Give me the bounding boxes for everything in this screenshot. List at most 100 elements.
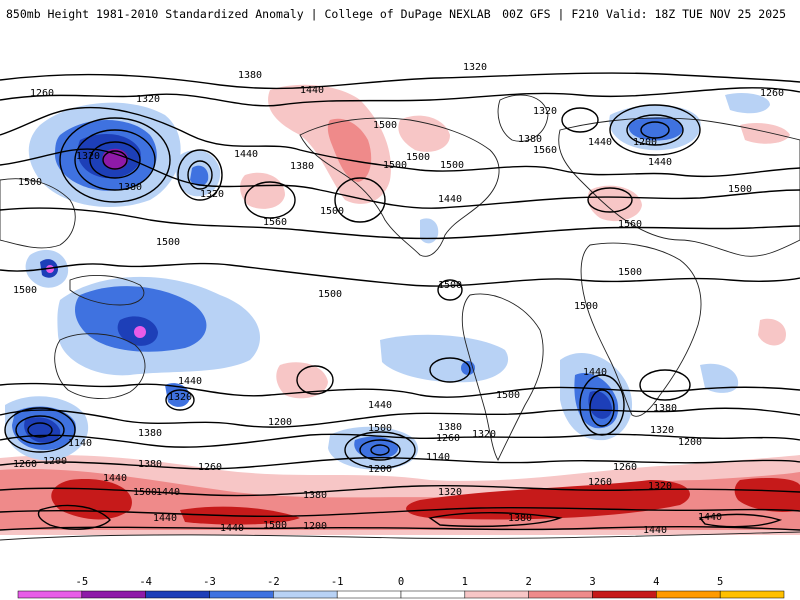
contour-label: 1200 — [268, 417, 292, 428]
negative-anomaly — [420, 218, 439, 244]
coastline-greenland — [497, 94, 549, 142]
colorbar-segment — [528, 590, 593, 599]
contour-line — [428, 512, 563, 527]
contour-label: 1260 — [613, 462, 637, 473]
contour-line — [37, 504, 111, 530]
contour-ring — [639, 369, 691, 401]
negative-anomaly-core — [134, 326, 146, 338]
contour-label: 1440 — [648, 157, 672, 168]
contour-ring — [359, 439, 401, 461]
colorbar-tick-label: 4 — [653, 576, 659, 588]
colorbar-tick-label: 2 — [526, 576, 532, 588]
contour-ring — [640, 121, 670, 139]
contour-line — [0, 106, 800, 178]
coastline-africa — [580, 242, 702, 417]
colorbar-segment — [273, 590, 338, 599]
contour-line — [698, 513, 783, 528]
contour-ring — [244, 181, 296, 219]
contour-label: 1500 — [438, 280, 462, 291]
contour-label: 1260 — [588, 477, 612, 488]
colorbar-segment — [145, 590, 210, 599]
contour-ring — [74, 129, 156, 191]
contour-label: 1440 — [103, 473, 127, 484]
contour-label: 1440 — [156, 487, 180, 498]
contour-ring — [27, 422, 53, 438]
contour-label: 1440 — [698, 512, 722, 523]
positive-anomaly-strong — [51, 479, 132, 520]
negative-anomaly — [628, 117, 683, 141]
contour-ring — [587, 187, 633, 213]
contour-line — [0, 526, 800, 531]
contour-ring — [579, 374, 625, 436]
contour-ring — [561, 107, 599, 133]
colorbar-tick-label: -2 — [267, 576, 280, 588]
contour-label: 1380 — [138, 428, 162, 439]
contour-label: 1320 — [533, 106, 557, 117]
colorbar-segments — [17, 590, 785, 599]
contour-label: 1440 — [368, 400, 392, 411]
contour-label: 1320 — [650, 425, 674, 436]
contour-line — [0, 382, 800, 398]
contour-label: 1440 — [220, 523, 244, 534]
colorbar-segment — [592, 590, 657, 599]
contour-label: 1500 — [574, 301, 598, 312]
contour-label: 1560 — [533, 145, 557, 156]
contour-label: 1320 — [168, 392, 192, 403]
contour-label: 1500 — [383, 160, 407, 171]
contour-ring — [344, 431, 416, 469]
contour-label: 1560 — [263, 217, 287, 228]
coastline-australia — [54, 333, 146, 400]
contour-label: 1320 — [76, 151, 100, 162]
contour-line — [0, 72, 800, 90]
colorbar-tick-label: -1 — [331, 576, 344, 588]
contour-label: 1380 — [438, 422, 462, 433]
negative-anomaly-core — [46, 265, 54, 273]
contour-ring — [177, 149, 223, 201]
map-title: 850mb Height 1981-2010 Standardized Anom… — [6, 7, 491, 21]
contour-label: 1560 — [618, 219, 642, 230]
contour-ring — [437, 279, 463, 301]
coastline-north-america — [299, 117, 500, 257]
positive-anomaly — [740, 123, 790, 144]
contour-label: 1260 — [760, 88, 784, 99]
contour-ring — [187, 160, 213, 190]
contour-ring — [589, 389, 615, 427]
colorbar-tick-label: -4 — [139, 576, 152, 588]
colorbar-tick-label: -5 — [76, 576, 89, 588]
contour-label: 1500 — [728, 184, 752, 195]
contour-label: 1500 — [373, 120, 397, 131]
contour-line — [0, 457, 800, 470]
colorbar-segment — [400, 590, 466, 599]
colorbar-tick-label: 3 — [589, 576, 595, 588]
contour-label: 1380 — [290, 161, 314, 172]
contour-label: 1440 — [234, 149, 258, 160]
contour-ring — [102, 150, 128, 170]
contour-ring — [296, 365, 334, 395]
contour-line — [0, 207, 800, 240]
contour-line — [0, 506, 800, 518]
contour-line — [0, 484, 800, 497]
contour-label: 1380 — [653, 403, 677, 414]
colorbar-tick-label: 1 — [462, 576, 468, 588]
contour-label: 1320 — [463, 62, 487, 73]
contour-ring — [334, 177, 386, 223]
colorbar-tick-label: -3 — [203, 576, 216, 588]
contour-label: 1320 — [136, 94, 160, 105]
coastline-antarctica — [0, 531, 800, 541]
contour-line — [0, 433, 800, 448]
positive-anomaly — [587, 185, 642, 222]
contour-label: 1440 — [438, 194, 462, 205]
colorbar-segment — [17, 590, 83, 599]
contour-ring — [4, 407, 76, 453]
positive-anomaly — [398, 115, 450, 152]
contour-label: 1500 — [18, 177, 42, 188]
contour-label: 1500 — [320, 206, 344, 217]
model-run-info: 00Z GFS | F210 Valid: 18Z TUE NOV 25 202… — [502, 7, 786, 21]
contour-label: 1140 — [68, 438, 92, 449]
contour-label: 1260 — [30, 88, 54, 99]
coastline-south-america — [461, 293, 544, 461]
contour-label: 1500 — [13, 285, 37, 296]
contour-label: 1440 — [583, 367, 607, 378]
contour-label: 1440 — [643, 525, 667, 536]
